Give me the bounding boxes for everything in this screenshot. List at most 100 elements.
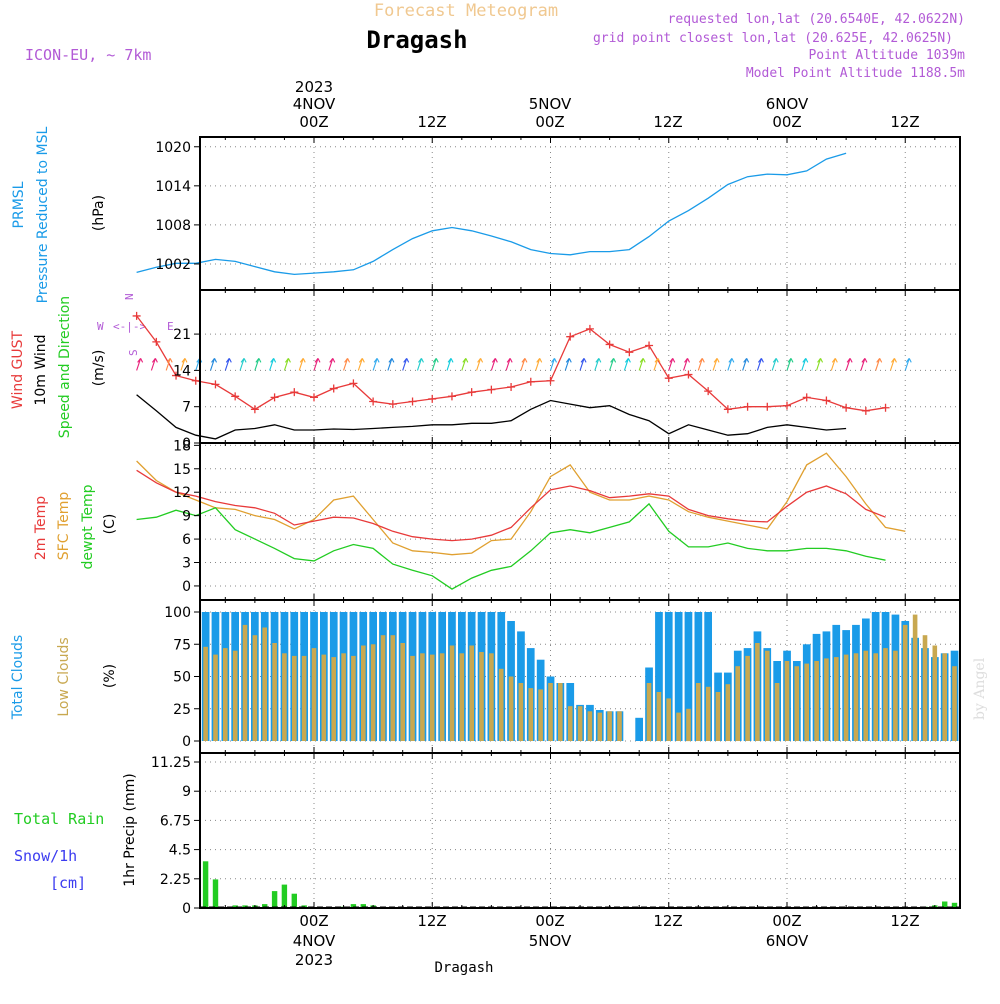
wind-gust-point [467,388,476,397]
wind-arrow-shaft [830,358,836,371]
low-cloud-bar [558,683,563,741]
wind-arrow [875,358,883,371]
temp-unit: (C) [102,514,118,535]
wind-gust-point [428,394,437,403]
total-cloud-bar [655,612,663,741]
low-cloud-bar [893,650,898,741]
wind-arrow-head [728,358,735,363]
temp-2m-line [136,469,886,542]
cloud-labels: Total Clouds Low Clouds (%) [10,635,118,720]
wind-arrow [431,358,439,371]
y-tick-label: 1008 [155,218,191,234]
wind-arrow-shaft [638,358,644,371]
wind-arrow-shaft [180,358,186,371]
low-cloud-bar [311,648,317,741]
wind-arrow [372,358,380,371]
wind-arrow-shaft [328,358,334,371]
wind-gust-point [704,387,713,396]
wind-arrow-shaft [387,358,393,371]
low-cloud-bar [429,654,435,741]
wind-gust-point [152,337,161,346]
low-cloud-bar [715,692,721,741]
wind-arrow-head [624,358,631,363]
wind-10m-line [136,394,847,440]
wind-arrow [269,358,277,371]
wind-arrow-head [684,358,691,363]
top-hour: 12Z [653,113,682,131]
bottom-hour: 00Z [535,912,564,930]
pressure-label-1: PRMSL [11,181,27,228]
top-hour: 12Z [890,113,919,131]
y-tick-label: 14 [173,363,191,379]
wind-arrow-head [270,358,277,363]
wind-gust-point [487,385,496,394]
compass-s: S [127,349,140,356]
low-cloud-bar [262,627,267,741]
wind-arrow-shaft [683,358,689,371]
wind-gust-point [723,405,732,414]
y-tick-label: 0 [182,734,191,750]
bottom-hour: 12Z [890,912,919,930]
wind-arrow-shaft [845,358,851,371]
wind-labels: Wind GUST 10m Wind Speed and Direction (… [10,293,174,438]
low-cloud-bar [380,635,386,741]
super-title: Forecast Meteogram [374,1,558,21]
top-hour: 00Z [772,113,801,131]
wind-arrow-head [151,358,158,363]
top-year: 2023 [295,78,333,96]
wind-arrow-shaft [875,358,881,371]
low-cloud-bar [666,698,671,741]
low-cloud-bar [735,666,740,741]
wind-arrow [801,358,809,371]
low-cloud-bar [449,645,455,741]
wind-arrow-head [137,358,144,363]
bottom-year: 2023 [295,951,333,969]
wind-arrow-shaft [150,358,156,371]
low-cloud-bar [804,663,809,741]
wind-arrow-head [639,358,646,363]
wind-gust-point [172,371,181,380]
wind-gust-point [270,393,279,402]
wind-gust-point [605,340,614,349]
wind-arrow [298,358,306,371]
low-cloud-bar [282,653,287,741]
wind-arrow-head [388,358,395,363]
wind-arrow-head [669,358,676,363]
wind-arrow-head [876,358,883,363]
wind-gust-point [763,402,772,411]
wind-dir-label: Speed and Direction [57,296,73,438]
wind-arrow [756,358,764,371]
y-tick-label: 0 [182,901,191,917]
wind-gust-point [231,392,240,401]
wind-arrow [697,358,705,371]
wind-gust-point [310,393,318,402]
wind-gust-point [585,324,594,333]
y-tick-label: 2.25 [160,872,191,888]
wind-arrow-head [358,358,365,363]
wind-arrow-head [698,358,705,363]
wind-arrow-shaft [505,358,511,371]
temp-dew-label: dewpt Temp [80,484,96,569]
footer-location: Dragash [434,960,493,976]
location-title: Dragash [366,26,467,54]
wind-arrow-shaft [889,358,895,371]
wind-arrow-head [536,358,543,363]
low-cloud-bar [607,711,612,741]
low-cloud-bar [814,661,819,741]
wind-arrow-head [595,358,602,363]
low-cloud-bar [272,643,277,741]
wind-arrow-shaft [476,358,482,371]
low-cloud-bar [203,646,208,741]
wind-arrow-shaft [697,358,703,371]
wind-arrow-head [846,358,853,363]
wind-arrow-shaft [564,358,570,371]
wind-arrow-shaft [594,358,600,371]
wind-arrow-shaft [712,358,718,371]
top-hour: 00Z [535,113,564,131]
wind-arrow-shaft [860,358,866,371]
wind-arrow-shaft [283,358,289,371]
low-cloud-bar [469,645,474,741]
wind-arrow [505,358,513,371]
wind-arrow-head [181,358,188,363]
